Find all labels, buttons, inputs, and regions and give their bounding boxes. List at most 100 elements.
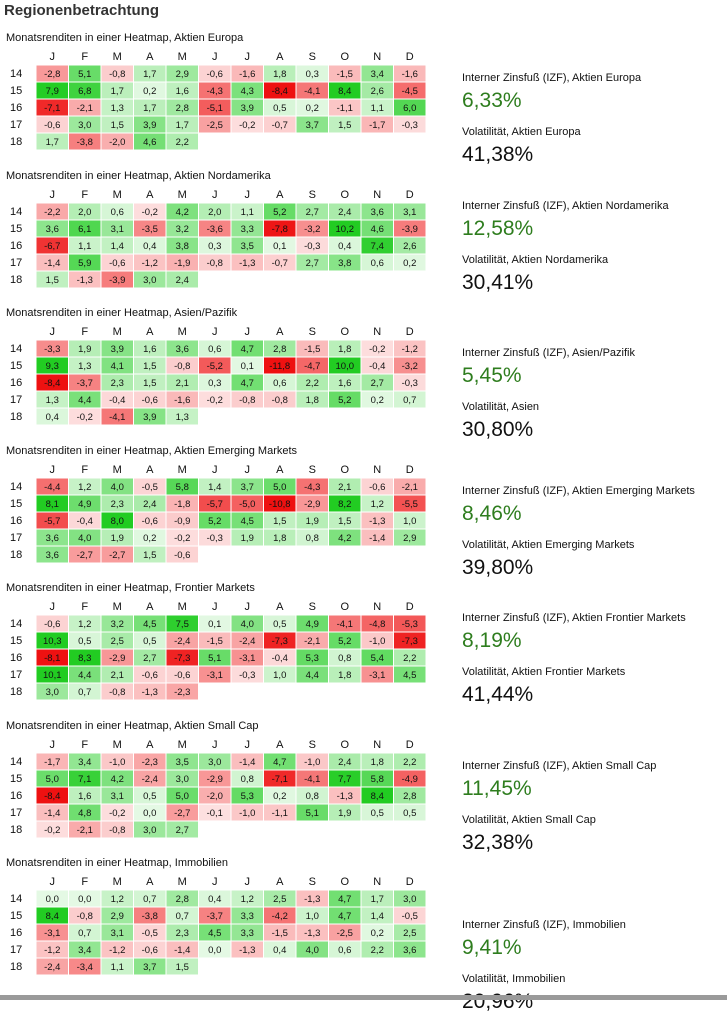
- heatmap-cell: [361, 374, 393, 391]
- bottom-scrollbar[interactable]: [0, 995, 727, 1000]
- heatmap-cell: [101, 958, 133, 975]
- heatmap-cell-label: 7,9: [46, 86, 59, 97]
- heatmap-cell-label: 4,5: [143, 619, 156, 630]
- heatmap-cell: [296, 615, 328, 632]
- heatmap-cell-label: -1,8: [174, 499, 190, 510]
- heatmap-cell-label: 0,7: [403, 395, 416, 406]
- heatmap-cell-label: 1,5: [176, 962, 189, 973]
- heatmap-cell-label: 3,7: [241, 482, 254, 493]
- heatmap-cell: [394, 615, 426, 632]
- heatmap-cell: [36, 374, 68, 391]
- heatmap-cell: [134, 649, 166, 666]
- heatmap-cell: [101, 237, 133, 253]
- heatmap-cell: [199, 632, 231, 649]
- heatmap-cell-label: -2,1: [304, 636, 320, 647]
- month-label: A: [146, 876, 154, 888]
- heatmap-cell: [231, 890, 263, 907]
- heatmap-cell: [69, 770, 101, 786]
- heatmap-cell: [69, 82, 101, 99]
- heatmap-cell: [101, 787, 133, 803]
- heatmap-cell-label: -10,8: [269, 499, 291, 510]
- heatmap-cell-label: 2,4: [143, 499, 156, 510]
- heatmap-cell-label: 5,0: [46, 774, 59, 785]
- heatmap-cell-label: 0,4: [46, 412, 59, 423]
- heatmap-cell-label: 3,9: [111, 344, 124, 355]
- irr-value: 5,45%: [462, 364, 522, 387]
- year-label: 17: [10, 119, 22, 131]
- heatmap-cell-label: -1,4: [239, 757, 255, 768]
- heatmap-cell: [329, 907, 361, 924]
- heatmap-cell-label: 2,4: [338, 757, 351, 768]
- month-label: J: [50, 601, 56, 613]
- month-label: J: [245, 464, 251, 476]
- heatmap-cell-label: 5,2: [338, 636, 351, 647]
- heatmap-cell-label: -0,6: [109, 258, 125, 269]
- heatmap-cell-label: 0,1: [273, 241, 286, 252]
- heatmap-cell: [394, 116, 426, 133]
- heatmap-cell-label: 2,1: [111, 670, 124, 681]
- heatmap-cell-label: -0,5: [142, 928, 158, 939]
- heatmap-cell: [394, 220, 426, 236]
- heatmap-cell: [361, 65, 393, 82]
- heatmap-cell-label: 7,5: [176, 619, 189, 630]
- heatmap-cell-label: -1,2: [44, 945, 60, 956]
- heatmap-cell: [134, 65, 166, 82]
- heatmap-cell-label: -3,8: [77, 137, 93, 148]
- heatmap-cell: [264, 753, 296, 769]
- month-label: O: [340, 464, 349, 476]
- heatmap-cell-label: 0,0: [208, 945, 221, 956]
- heatmap-cell: [361, 478, 393, 494]
- heatmap-cell-label: 3,6: [46, 533, 59, 544]
- heatmap-cell: [101, 666, 133, 683]
- year-label: 14: [10, 618, 22, 630]
- month-label: J: [212, 189, 218, 201]
- heatmap-cell-label: 2,2: [306, 378, 319, 389]
- heatmap-cell-label: 3,8: [338, 258, 351, 269]
- heatmap-cell: [361, 924, 393, 941]
- heatmap-cell-label: -2,1: [77, 103, 93, 114]
- heatmap-cell: [199, 666, 231, 683]
- heatmap-cell-label: 0,6: [273, 378, 286, 389]
- heatmap-cell-label: 0,5: [273, 103, 286, 114]
- heatmap-cell-label: -5,7: [207, 499, 223, 510]
- heatmap-cell-label: 1,8: [273, 69, 286, 80]
- month-label: A: [146, 739, 154, 751]
- stats-panel: Interner Zinsfuß (IZF), Aktien Emerging …: [462, 445, 724, 582]
- heatmap-cell: [101, 546, 133, 562]
- region-section: Monatsrenditen in einer Heatmap, Frontie…: [0, 582, 727, 719]
- irr-value: 8,46%: [462, 501, 522, 525]
- heatmap-cell: [199, 116, 231, 133]
- heatmap-cell: [199, 615, 231, 632]
- heatmap-cell-label: 2,8: [273, 344, 286, 355]
- heatmap-cell-label: 1,2: [241, 894, 254, 905]
- heatmap-cell-label: -0,6: [369, 482, 385, 493]
- volatility-value: 30,80%: [462, 418, 534, 441]
- heatmap-cell-label: 2,2: [403, 757, 416, 768]
- heatmap-cell-label: -3,7: [207, 911, 223, 922]
- month-label: M: [178, 464, 187, 476]
- month-label: N: [373, 326, 381, 338]
- heatmap-cell: [134, 924, 166, 941]
- heatmap-cell-label: 1,7: [143, 69, 156, 80]
- heatmap-cell: [36, 340, 68, 357]
- heatmap-cell-label: 5,3: [306, 653, 319, 664]
- year-label: 15: [10, 223, 22, 235]
- heatmap-cell: [264, 615, 296, 632]
- heatmap-cell-label: -1,0: [239, 808, 255, 819]
- region-section: Monatsrenditen in einer Heatmap, Immobil…: [0, 857, 727, 1013]
- heatmap-cell-label: 1,0: [306, 911, 319, 922]
- month-label: A: [276, 326, 284, 338]
- year-label: 18: [10, 274, 22, 286]
- heatmap-cell: [101, 821, 133, 837]
- heatmap-cell: [166, 907, 198, 924]
- heatmap-cell: [329, 512, 361, 528]
- heatmap-cell: [134, 220, 166, 236]
- heatmap-cell: [296, 649, 328, 666]
- heatmap-cell-label: 2,5: [403, 928, 416, 939]
- heatmap-cell-label: -2,1: [77, 825, 93, 836]
- heatmap-cell: [231, 391, 263, 408]
- heatmap-cell: [134, 254, 166, 270]
- heatmap-cell-label: -5,3: [402, 619, 418, 630]
- heatmap-cell: [329, 478, 361, 494]
- heatmap-cell: [329, 941, 361, 958]
